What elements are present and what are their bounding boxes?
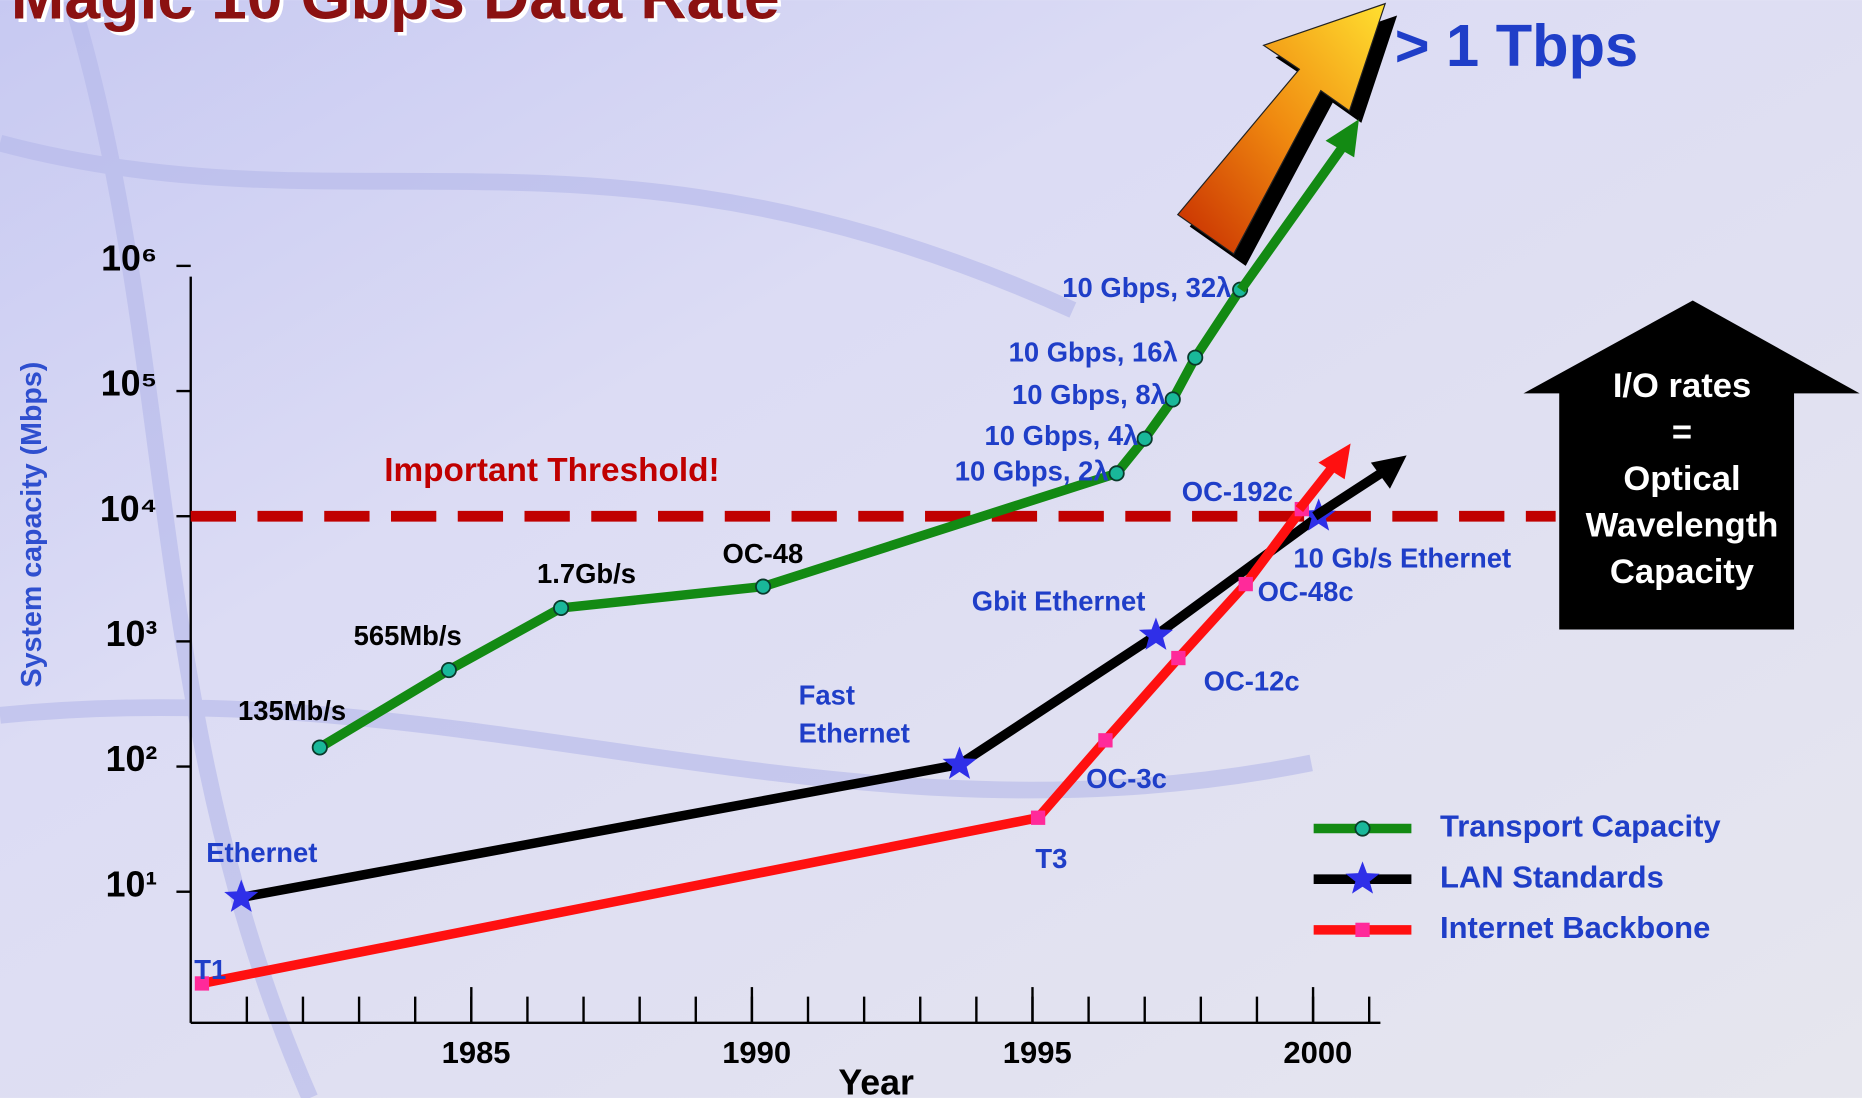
point-label: OC-192c: [1182, 476, 1293, 507]
point-label: OC-48c: [1258, 576, 1354, 607]
marker: [313, 740, 327, 754]
point-label: T1: [194, 954, 226, 985]
arrow-label: > 1 Tbps: [1395, 12, 1638, 79]
marker: [1098, 733, 1112, 747]
legend-marker: [1355, 821, 1369, 835]
y-tick-label: 10³: [106, 614, 158, 654]
point-label: OC-48: [723, 538, 804, 569]
y-tick-label: 10²: [106, 739, 158, 779]
y-tick-label: 10⁶: [101, 239, 157, 279]
point-label: 10 Gbps, 16λ: [1009, 336, 1178, 367]
y-tick-label: 10⁵: [101, 364, 158, 404]
point-label: 10 Gb/s Ethernet: [1293, 543, 1511, 574]
y-axis-label: System capacity (Mbps): [16, 362, 48, 688]
marker: [1188, 350, 1202, 364]
marker: [1239, 577, 1253, 591]
marker: [1031, 811, 1045, 825]
point-label: 565Mb/s: [354, 620, 462, 651]
point-label: OC-3c: [1086, 763, 1167, 794]
legend-marker: [1355, 923, 1369, 937]
point-label: T3: [1035, 843, 1067, 874]
callout-box: I/O rates = Optical Wavelength Capacity: [1550, 364, 1815, 614]
point-label: 1.7Gb/s: [537, 558, 636, 589]
x-axis-label: Year: [838, 1062, 914, 1098]
marker: [1138, 432, 1152, 446]
marker: [1171, 651, 1185, 665]
chart: Magic 10 Gbps Data Rate Magic 10 Gbps Da…: [0, 0, 1862, 1098]
marker: [1166, 392, 1180, 406]
x-tick-label: 1990: [722, 1035, 791, 1070]
point-label: 135Mb/s: [238, 695, 346, 726]
legend-label: LAN Standards: [1440, 859, 1664, 894]
point-label: 10 Gbps, 4λ: [985, 420, 1139, 451]
legend-label: Internet Backbone: [1440, 910, 1710, 945]
point-label: OC-12c: [1204, 665, 1300, 696]
point-label: 10 Gbps, 2λ: [955, 456, 1109, 487]
marker: [1110, 466, 1124, 480]
x-tick-label: 1985: [442, 1035, 511, 1070]
y-tick-label: 10⁴: [100, 489, 157, 529]
page: Magic 10 Gbps Data Rate Magic 10 Gbps Da…: [0, 0, 1862, 1098]
x-tick-label: 1995: [1003, 1035, 1072, 1070]
x-tick-label: 2000: [1283, 1035, 1352, 1070]
y-tick-label: 10¹: [106, 864, 158, 904]
callout-text: I/O rates = Optical Wavelength Capacity: [1550, 364, 1815, 596]
point-label: 10 Gbps, 8λ: [1012, 379, 1166, 410]
threshold-label: Important Threshold!: [384, 452, 719, 489]
legend-label: Transport Capacity: [1440, 809, 1721, 844]
marker: [554, 601, 568, 615]
point-label: 10 Gbps, 32λ: [1062, 272, 1231, 303]
marker: [756, 579, 770, 593]
point-label: Ethernet: [206, 837, 317, 868]
point-label: Gbit Ethernet: [972, 585, 1146, 616]
chart-title: Magic 10 Gbps Data Rate: [11, 0, 780, 32]
marker: [442, 663, 456, 677]
